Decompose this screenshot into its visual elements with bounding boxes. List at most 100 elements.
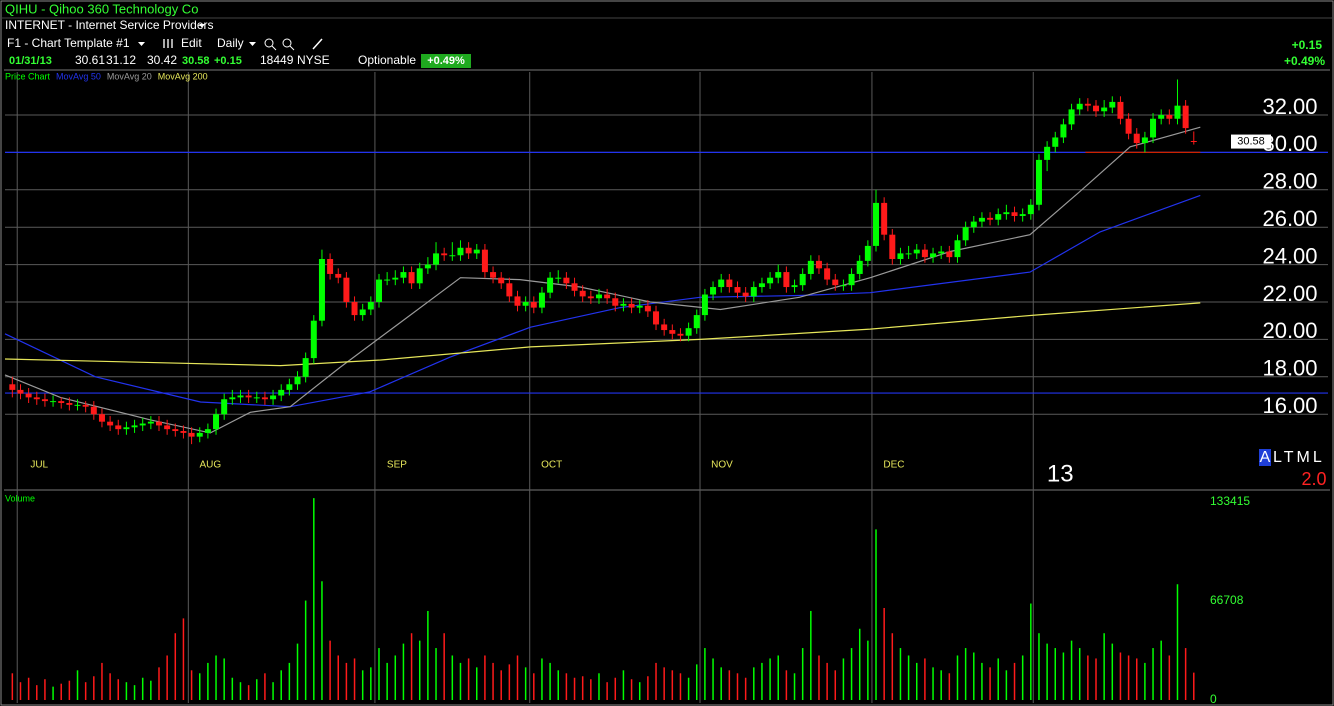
y-tick-label: 24.00 [1262, 243, 1317, 268]
zoom-out-icon[interactable] [282, 38, 295, 51]
candle-body [856, 260, 863, 274]
volume-title: Volume [5, 493, 35, 503]
candle-body [946, 251, 953, 258]
x-tick-label: 13 [1047, 460, 1074, 487]
candle-body [33, 397, 40, 400]
edit-button[interactable]: Edit [181, 36, 202, 50]
quote-last: 30.58 [182, 55, 210, 67]
candle-body [213, 414, 220, 430]
candle-body [1027, 204, 1034, 215]
volume-tick-label: 66708 [1210, 593, 1244, 607]
legend-entry: MovAvg 20 [107, 71, 152, 81]
candle-body [1035, 159, 1042, 205]
candle-body [848, 273, 855, 286]
candle-body [1158, 115, 1165, 119]
candle-body [710, 287, 717, 295]
candle-body [799, 273, 806, 286]
candle-body [310, 320, 317, 359]
candle-body [41, 399, 48, 402]
moving-average-line [4, 194, 1201, 408]
candle-body [726, 279, 733, 288]
candle-body [653, 311, 660, 325]
draw-tool-icon[interactable] [312, 38, 323, 50]
candle-body [718, 279, 725, 288]
candle-body [913, 249, 920, 254]
candle-body [530, 302, 537, 308]
edit-icon[interactable] [163, 39, 173, 48]
candle-body [473, 249, 480, 254]
x-tick-label: JUL [30, 460, 48, 471]
candle-body [433, 253, 440, 265]
candle-body [547, 277, 554, 293]
candle-body [327, 258, 334, 274]
candle-body [367, 302, 374, 310]
candle-body [1109, 101, 1116, 108]
candle-body [318, 258, 325, 321]
candle-body [465, 247, 472, 254]
dropdown-icon[interactable] [249, 42, 256, 46]
mode-a[interactable]: A [1260, 449, 1271, 466]
candle-body [1003, 212, 1010, 215]
candle-body [873, 202, 880, 246]
optionable: Optionable [358, 53, 416, 67]
candle-body [1052, 137, 1059, 147]
candle-body [147, 421, 154, 424]
candle-body [343, 277, 350, 303]
candle-body [441, 253, 448, 256]
template-menu[interactable]: F1 - Chart Template #1 [7, 36, 130, 50]
candle-body [82, 404, 89, 407]
quote-volume: 18449 [260, 53, 294, 67]
candle-body [636, 305, 643, 308]
last-price-label: 30.58 [1237, 135, 1265, 147]
mode-highlight[interactable] [1259, 449, 1271, 466]
plot-area: 16.0018.0020.0022.0024.0026.0028.0030.00… [4, 71, 1328, 706]
candle-body [905, 253, 912, 255]
candle-body [392, 277, 399, 280]
candle-body [1117, 101, 1124, 119]
last-price-box [1231, 134, 1271, 149]
candle-body [978, 217, 985, 222]
candle-body [734, 287, 741, 293]
candle-body [970, 221, 977, 228]
candle-body [742, 292, 749, 297]
mode-options[interactable]: LTML [1273, 449, 1325, 466]
candle-body [286, 384, 293, 390]
candle-body [750, 287, 757, 297]
candle-body [1011, 212, 1018, 216]
candle-body [669, 330, 676, 334]
industry[interactable]: INTERNET - Internet Service Providers [5, 18, 214, 32]
dropdown-icon[interactable] [199, 24, 205, 28]
candle-body [685, 328, 692, 336]
x-tick-label: NOV [711, 460, 733, 471]
quote-date: 01/31/13 [9, 55, 52, 67]
candle-body [620, 303, 627, 306]
quote-open: 30.61 [75, 53, 105, 67]
candle-body [204, 429, 211, 433]
candle-body [90, 406, 97, 415]
candle-body [335, 273, 342, 278]
candle-body [522, 302, 529, 306]
candle-body [278, 389, 285, 396]
candle-body [628, 303, 635, 308]
candle-body [644, 305, 651, 312]
volume-tick-label: 0 [1210, 692, 1217, 706]
candle-body [229, 397, 236, 400]
dropdown-icon[interactable] [138, 42, 145, 46]
candle-body [123, 427, 130, 430]
period-menu[interactable]: Daily [217, 36, 244, 50]
change-percent: +0.49% [427, 55, 465, 67]
candle-body [490, 272, 497, 278]
candle-body [17, 389, 24, 394]
candle-body [775, 272, 782, 278]
candle-body [408, 272, 415, 284]
candle-body [196, 432, 203, 437]
zoom-in-icon[interactable] [264, 38, 277, 51]
candle-body [612, 298, 619, 306]
candle-body [351, 302, 358, 316]
candle-body [840, 285, 847, 287]
candle-body [693, 315, 700, 329]
candle-body [359, 309, 366, 316]
candle-body [294, 376, 301, 385]
